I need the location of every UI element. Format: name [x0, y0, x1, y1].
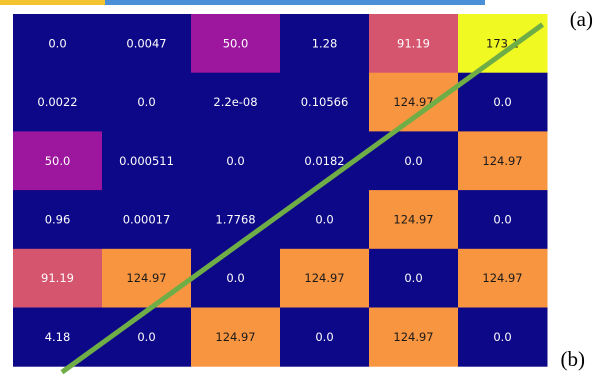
heatmap-cell: [191, 307, 281, 367]
heatmap-cell-value: 0.0047: [126, 36, 166, 50]
heatmap-cell: [458, 248, 548, 308]
heatmap-cell-value: 0.0: [137, 330, 155, 344]
heatmap-cell: [191, 14, 281, 74]
heatmap-cell: [102, 131, 192, 191]
heatmap-cell-value: 0.0: [48, 36, 66, 50]
heatmap-cell: [102, 14, 192, 74]
heatmap-cell: [102, 248, 192, 308]
heatmap-cell-value: 124.97: [215, 330, 255, 344]
heatmap-cell: [102, 72, 192, 132]
heatmap-cell: [458, 131, 548, 191]
heatmap-cell-value: 124.97: [393, 330, 433, 344]
heatmap-cell-value: 0.0: [404, 271, 422, 285]
heatmap-cell: [191, 190, 281, 250]
heatmap-cell: [191, 72, 281, 132]
heatmap-cell-value: 124.97: [482, 154, 522, 168]
heatmap-cell-value: 2.2e-08: [213, 95, 257, 109]
heatmap-cell: [280, 14, 370, 74]
heatmap-cell-value: 124.97: [126, 271, 166, 285]
diagonal-overlay-line: [60, 22, 545, 375]
heatmap-cell: [458, 307, 548, 367]
heatmap-cell-value: 1.7768: [215, 212, 255, 226]
heatmap-cell-value: 0.0182: [304, 154, 344, 168]
heatmap-cell-value: 0.0: [315, 212, 333, 226]
top-color-strip: [0, 0, 597, 5]
heatmap-cell-value: 124.97: [393, 212, 433, 226]
heatmap-cell-value: 4.18: [45, 330, 71, 344]
heatmap-cell: [280, 190, 370, 250]
heatmap-cell: [280, 72, 370, 132]
heatmap-cell: [280, 248, 370, 308]
heatmap-cell-value: 124.97: [393, 95, 433, 109]
heatmap-cell: [13, 72, 103, 132]
heatmap-cell-value: 0.10566: [301, 95, 349, 109]
heatmap-cell: [369, 307, 459, 367]
top-strip-gold: [0, 0, 105, 5]
heatmap-cell: [13, 14, 103, 74]
heatmap-cell-value: 0.0: [493, 95, 511, 109]
heatmap-cell: [369, 14, 459, 74]
heatmap-cell-value: 0.0: [493, 212, 511, 226]
heatmap-cell-value: 0.0: [404, 154, 422, 168]
heatmap-cell-value: 0.0: [315, 330, 333, 344]
heatmap-cell: [369, 72, 459, 132]
heatmap-cell: [458, 14, 548, 74]
heatmap-cell: [102, 190, 192, 250]
heatmap-cell-value: 91.19: [397, 36, 430, 50]
heatmap-cell: [13, 248, 103, 308]
heatmap-cell: [191, 248, 281, 308]
heatmap-cell-value: 50.0: [45, 154, 71, 168]
heatmap-cell: [13, 190, 103, 250]
heatmap-chart: 0.0 0.0047 50.0 1.28 91.19 173.10.0022 0.0 2.2e…: [13, 14, 548, 375]
heatmap-cell-value: 91.19: [41, 271, 74, 285]
heatmap-cell-value: 0.0022: [37, 95, 77, 109]
panel-label-a: (a): [569, 7, 593, 31]
heatmap-cell: [280, 307, 370, 367]
heatmap-cell-value: 1.28: [312, 36, 338, 50]
heatmap-cell-value: 0.0: [226, 271, 244, 285]
heatmap-cell-value: 124.97: [482, 271, 522, 285]
heatmap-cell: [458, 72, 548, 132]
heatmap-cell: [369, 248, 459, 308]
top-strip-blue: [105, 0, 485, 5]
panel-label-b: (b): [560, 347, 586, 371]
heatmap-cell-value: 0.0: [226, 154, 244, 168]
heatmap-cell-value: 0.96: [45, 212, 71, 226]
heatmap-cell-value: 0.0: [493, 330, 511, 344]
heatmap-cell-value: 124.97: [304, 271, 344, 285]
heatmap-cell: [13, 307, 103, 367]
heatmap-cell: [458, 190, 548, 250]
heatmap-cell-value: 0.000511: [119, 154, 174, 168]
heatmap-cell: [102, 307, 192, 367]
heatmap-cell: [369, 190, 459, 250]
heatmap-cell: [191, 131, 281, 191]
heatmap-cell-value: 0.0: [137, 95, 155, 109]
heatmap-cell-value: 0.00017: [123, 212, 171, 226]
heatmap-cell: [13, 131, 103, 191]
heatmap-cell-value: 50.0: [223, 36, 249, 50]
